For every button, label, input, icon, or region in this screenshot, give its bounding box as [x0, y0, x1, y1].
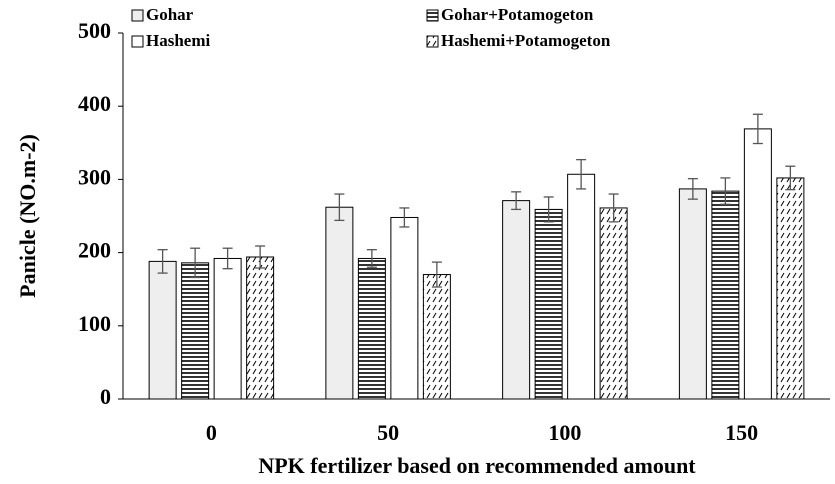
error-bar	[157, 249, 168, 274]
error-bar	[366, 249, 377, 268]
y-axis-title: Panicle (NO.m-2)	[15, 134, 40, 298]
error-bar	[785, 165, 796, 191]
bar	[213, 257, 242, 400]
error-bar	[222, 247, 233, 270]
legend-label: Gohar	[146, 5, 194, 24]
bar	[422, 274, 451, 400]
error-bar	[431, 261, 442, 288]
legend-swatch	[131, 35, 144, 48]
bar	[390, 216, 419, 400]
legend-label: Hashemi	[146, 31, 211, 50]
error-bar	[399, 207, 410, 228]
legend-swatch	[426, 35, 439, 48]
bar	[711, 190, 740, 400]
error-bar	[334, 193, 345, 222]
bar	[776, 177, 805, 400]
y-tick-label: 200	[78, 238, 111, 263]
error-bar	[576, 158, 587, 190]
bar	[325, 206, 354, 400]
legend-label: Gohar+Potamogeton	[441, 5, 594, 24]
error-bar	[608, 193, 619, 223]
y-tick-label: 300	[78, 164, 111, 189]
error-bar	[752, 113, 763, 145]
y-tick-label: 400	[78, 91, 111, 116]
bar	[181, 262, 210, 400]
legend-label: Hashemi+Potamogeton	[441, 31, 611, 50]
error-bar	[720, 177, 731, 205]
error-bar	[190, 247, 201, 279]
error-bar	[511, 191, 522, 211]
bar	[357, 257, 386, 400]
bar	[246, 256, 275, 400]
error-bar	[687, 178, 698, 200]
y-tick-label: 0	[100, 384, 111, 409]
bar	[599, 207, 628, 400]
legend-swatch	[131, 9, 144, 22]
y-tick-label: 500	[78, 18, 111, 43]
error-bar	[543, 196, 554, 223]
bar	[678, 188, 707, 400]
bar	[502, 200, 531, 400]
y-tick-label: 100	[78, 311, 111, 336]
bar	[148, 260, 177, 400]
legend-swatch	[426, 9, 439, 22]
x-tick-label: 100	[548, 420, 581, 445]
bar	[567, 173, 596, 400]
x-tick-label: 50	[377, 420, 399, 445]
x-tick-label: 150	[725, 420, 758, 445]
error-bar	[255, 245, 266, 269]
bar	[743, 128, 772, 400]
bar	[534, 208, 563, 400]
x-axis-title: NPK fertilizer based on recommended amou…	[258, 453, 696, 478]
x-tick-label: 0	[206, 420, 217, 445]
